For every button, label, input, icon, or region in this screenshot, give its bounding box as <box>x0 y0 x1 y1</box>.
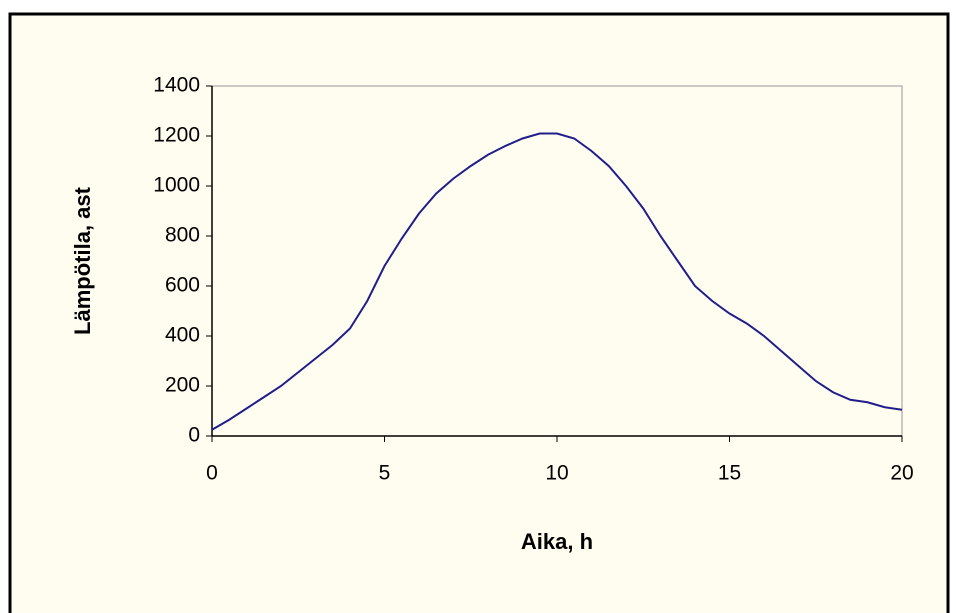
y-axis-label: Lämpötila, ast <box>70 186 95 335</box>
chart-frame <box>8 12 950 613</box>
x-tick-label: 0 <box>206 462 218 485</box>
x-tick-label: 20 <box>890 462 913 485</box>
y-tick-label: 0 <box>188 424 200 447</box>
y-tick-label: 1000 <box>153 174 200 197</box>
x-tick-label: 15 <box>718 462 741 485</box>
x-axis-label: Aika, h <box>521 529 593 554</box>
x-tick-label: 5 <box>379 462 391 485</box>
y-tick-label: 1400 <box>153 74 200 97</box>
y-tick-label: 600 <box>165 274 200 297</box>
y-tick-label: 200 <box>165 374 200 397</box>
y-tick-label: 1200 <box>153 124 200 147</box>
line <box>211 132 903 431</box>
x-tick-label: 10 <box>545 462 568 485</box>
y-tick-label: 400 <box>165 324 200 347</box>
y-tick-label: 800 <box>165 224 200 247</box>
